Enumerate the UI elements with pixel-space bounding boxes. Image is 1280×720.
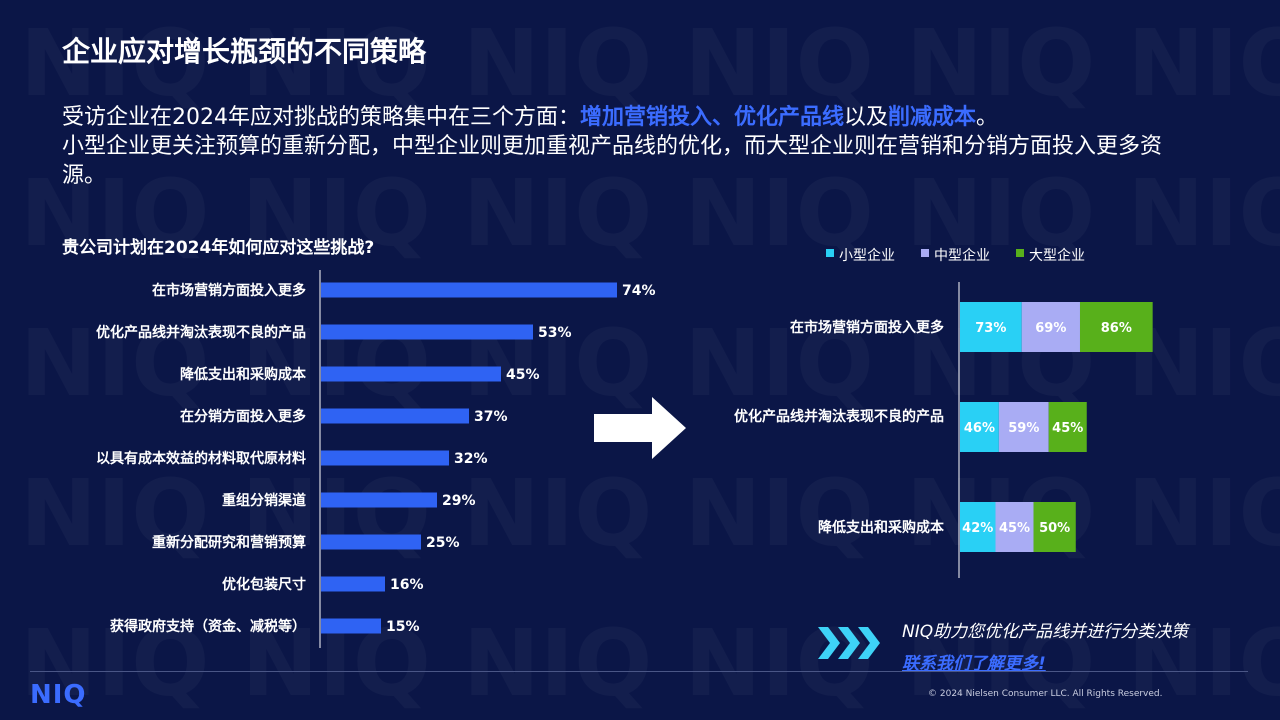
value-label: 29% — [442, 493, 476, 509]
bar — [321, 618, 381, 634]
intro-text: 受访企业在2024年应对挑战的策略集中在三个方面：增加营销投入、优化产品线以及削… — [62, 103, 1182, 190]
legend-swatch — [1016, 249, 1024, 257]
bar — [321, 366, 501, 382]
value-label: 25% — [426, 535, 460, 551]
legend-swatch — [921, 249, 929, 257]
segment-label: 45% — [1052, 421, 1083, 436]
category-label: 重新分配研究和营销预算 — [152, 534, 306, 551]
legend-label: 中型企业 — [934, 247, 990, 264]
niq-logo: NIQ — [30, 680, 87, 710]
value-label: 16% — [390, 577, 424, 593]
contact-us-link[interactable]: 联系我们了解更多! — [902, 654, 1046, 674]
value-label: 32% — [454, 451, 488, 467]
legend-label: 小型企业 — [839, 247, 895, 264]
legend-swatch — [826, 249, 834, 257]
category-label: 以具有成本效益的材料取代原材料 — [96, 450, 306, 467]
intro-part3: 。 — [976, 105, 999, 130]
bar — [321, 492, 437, 508]
stacked-segment — [995, 502, 1034, 552]
category-label: 在市场营销方面投入更多 — [790, 319, 944, 336]
stacked-segment — [960, 402, 999, 452]
value-label: 45% — [506, 367, 540, 383]
value-label: 37% — [474, 409, 508, 425]
bar — [321, 282, 617, 298]
category-label: 优化产品线并淘汰表现不良的产品 — [734, 408, 944, 425]
intro-part2: 以及 — [844, 105, 889, 130]
category-label: 降低支出和采购成本 — [180, 366, 307, 383]
category-label: 获得政府支持（资金、减税等） — [110, 618, 306, 635]
intro-part1: 受访企业在2024年应对挑战的策略集中在三个方面： — [62, 105, 580, 130]
page-title: 企业应对增长瓶颈的不同策略 — [62, 35, 427, 68]
cta-text: NIQ助力您优化产品线并进行分类决策 — [902, 622, 1189, 642]
value-label: 53% — [538, 325, 572, 341]
stacked-segment — [1079, 302, 1153, 352]
bar — [321, 450, 449, 466]
arrow-right-icon — [594, 397, 686, 459]
category-label: 在市场营销方面投入更多 — [152, 282, 306, 299]
legend-label: 大型企业 — [1029, 247, 1085, 264]
bar — [321, 408, 469, 424]
copyright-text: © 2024 Nielsen Consumer LLC. All Rights … — [928, 689, 1163, 699]
intro-highlight-1: 增加营销投入、优化产品线 — [580, 105, 845, 130]
value-label: 15% — [386, 619, 420, 635]
footer-divider — [30, 671, 1248, 672]
segment-label: 73% — [975, 321, 1006, 336]
stacked-segment — [1048, 402, 1087, 452]
segment-label: 59% — [1008, 421, 1039, 436]
segment-label: 46% — [964, 421, 995, 436]
category-label: 优化包装尺寸 — [222, 576, 306, 593]
segment-label: 50% — [1039, 521, 1070, 536]
segment-label: 69% — [1035, 321, 1066, 336]
stacked-segment — [960, 502, 996, 552]
question-title: 贵公司计划在2024年如何应对这些挑战? — [62, 238, 375, 258]
stacked-segment — [1033, 502, 1076, 552]
value-label: 74% — [622, 283, 656, 299]
category-label: 优化产品线并淘汰表现不良的产品 — [96, 324, 306, 341]
bar — [321, 324, 533, 340]
segment-label: 86% — [1101, 321, 1132, 336]
bar — [321, 576, 385, 592]
stacked-segment — [1021, 302, 1080, 352]
intro-highlight-2: 削减成本 — [888, 105, 977, 130]
chevrons-icon — [818, 627, 880, 659]
segment-label: 42% — [962, 521, 993, 536]
segment-label: 45% — [999, 521, 1030, 536]
category-label: 在分销方面投入更多 — [180, 408, 306, 425]
stacked-segment — [998, 402, 1049, 452]
category-label: 重组分销渠道 — [222, 492, 306, 509]
stacked-segment — [960, 302, 1022, 352]
overall-strategy-bar-chart: 在市场营销方面投入更多 74% 优化产品线并淘汰表现不良的产品 53% 降低支出和采购成… — [96, 270, 656, 648]
category-label: 降低支出和采购成本 — [818, 519, 945, 536]
intro-line-2: 小型企业更关注预算的重新分配，中型企业则更加重视产品线的优化，而大型企业则在营销… — [62, 134, 1163, 188]
bar — [321, 534, 421, 550]
